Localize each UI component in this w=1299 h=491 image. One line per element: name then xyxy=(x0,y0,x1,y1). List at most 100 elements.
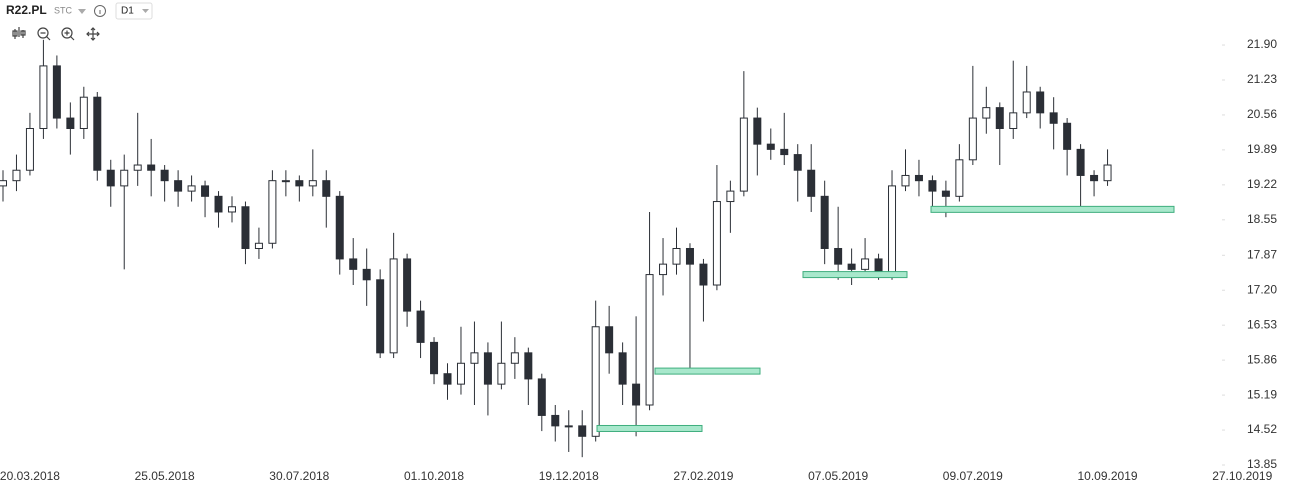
candle-body xyxy=(295,180,304,187)
candle-body xyxy=(672,247,681,265)
x-tick-label: 27.10.2019 xyxy=(1212,469,1272,483)
candle-body xyxy=(901,174,910,187)
support-zone xyxy=(654,367,761,375)
candle-body xyxy=(632,383,641,406)
candle-body xyxy=(79,96,88,130)
candle-body xyxy=(443,373,452,385)
y-tick-label: 17.87 xyxy=(1247,247,1277,261)
support-zone xyxy=(930,205,1175,213)
x-tick-label: 25.05.2018 xyxy=(135,469,195,483)
candle-body xyxy=(888,185,897,276)
candle-body xyxy=(914,174,923,182)
candle-body xyxy=(227,206,236,213)
candle-body xyxy=(335,195,344,260)
candle-body xyxy=(133,164,142,171)
candle-body xyxy=(1090,174,1099,182)
candle-body xyxy=(308,180,317,187)
candle-body xyxy=(187,185,196,192)
zoom-in-icon[interactable] xyxy=(61,27,73,39)
candle-body xyxy=(254,242,263,249)
candle-body xyxy=(497,362,506,385)
y-tick-label: 19.89 xyxy=(1247,142,1277,156)
candle-body xyxy=(578,425,587,437)
y-tick-label: 20.56 xyxy=(1247,107,1277,121)
candle-body xyxy=(1063,122,1072,150)
y-tick-label: 16.53 xyxy=(1247,317,1277,331)
y-tick-label: 21.23 xyxy=(1247,72,1277,86)
interval-dropdown[interactable] xyxy=(115,2,153,20)
candle-body xyxy=(847,263,856,270)
candle-body xyxy=(66,117,75,130)
candle-body xyxy=(430,341,439,375)
y-tick-label: 14.52 xyxy=(1247,422,1277,436)
candle-body xyxy=(362,268,371,281)
y-tick-label: 21.90 xyxy=(1247,37,1277,51)
candle-body xyxy=(174,180,183,192)
x-tick-label: 09.07.2019 xyxy=(943,469,1003,483)
symbol: R22.PL xyxy=(6,3,47,17)
candle-body xyxy=(807,169,816,197)
candle-body xyxy=(941,190,950,197)
candle-body xyxy=(551,414,560,427)
candle-body xyxy=(861,258,870,270)
candle-body xyxy=(1022,91,1031,114)
candle-type-icon[interactable] xyxy=(12,27,26,39)
candle-body xyxy=(591,326,600,437)
candle-body xyxy=(214,195,223,213)
candle-body xyxy=(685,247,694,265)
candle-body xyxy=(1076,148,1085,176)
candle-body xyxy=(25,128,34,171)
y-tick-label: 15.19 xyxy=(1247,387,1277,401)
candle-body xyxy=(793,154,802,171)
candle-body xyxy=(1009,112,1018,130)
candle-body xyxy=(955,159,964,197)
candle-body xyxy=(834,247,843,265)
candle-body xyxy=(106,169,115,187)
kind-dropdown-arrow[interactable] xyxy=(78,9,86,14)
candle-body xyxy=(739,117,748,192)
candle-body xyxy=(147,164,156,171)
candle-body xyxy=(93,96,102,171)
candle-body xyxy=(726,190,735,203)
candle-body xyxy=(968,117,977,161)
candle-body xyxy=(1049,112,1058,124)
candle-body xyxy=(0,180,7,187)
interval-dropdown-arrow xyxy=(142,9,149,13)
candle-body xyxy=(982,107,991,119)
candle-body xyxy=(537,378,546,416)
candle-body xyxy=(456,362,465,385)
candle-body xyxy=(618,352,627,385)
candle-body xyxy=(376,279,385,354)
candle-body xyxy=(712,201,721,286)
y-tick-label: 17.20 xyxy=(1247,282,1277,296)
candle-body xyxy=(349,258,358,270)
x-tick-label: 01.10.2018 xyxy=(404,469,464,483)
y-tick-label: 15.86 xyxy=(1247,352,1277,366)
instrument-kind[interactable]: STC xyxy=(54,5,73,15)
candle-body xyxy=(120,169,129,187)
candle-body xyxy=(389,258,398,354)
candle-body xyxy=(1103,164,1112,182)
pan-icon[interactable] xyxy=(86,27,100,41)
candle-body xyxy=(699,263,708,286)
candle-body xyxy=(416,310,425,343)
tool-icons xyxy=(12,27,100,41)
x-tick-label: 07.05.2019 xyxy=(808,469,868,483)
candle-body xyxy=(524,352,533,380)
info-icon[interactable] xyxy=(94,5,106,17)
support-zone xyxy=(596,424,703,432)
x-tick-label: 19.12.2018 xyxy=(539,469,599,483)
candle-body xyxy=(820,195,829,249)
candle-body xyxy=(995,107,1004,130)
candle-body xyxy=(605,326,614,354)
candle-body xyxy=(268,180,277,244)
x-tick-label: 30.07.2018 xyxy=(269,469,329,483)
candle-body xyxy=(160,169,169,182)
candle-body xyxy=(564,425,573,428)
zoom-out-icon[interactable] xyxy=(37,27,49,39)
y-tick-label: 13.85 xyxy=(1247,457,1277,471)
candle-body xyxy=(241,206,250,249)
candle-body xyxy=(201,185,210,197)
x-tick-label: 10.09.2019 xyxy=(1078,469,1138,483)
